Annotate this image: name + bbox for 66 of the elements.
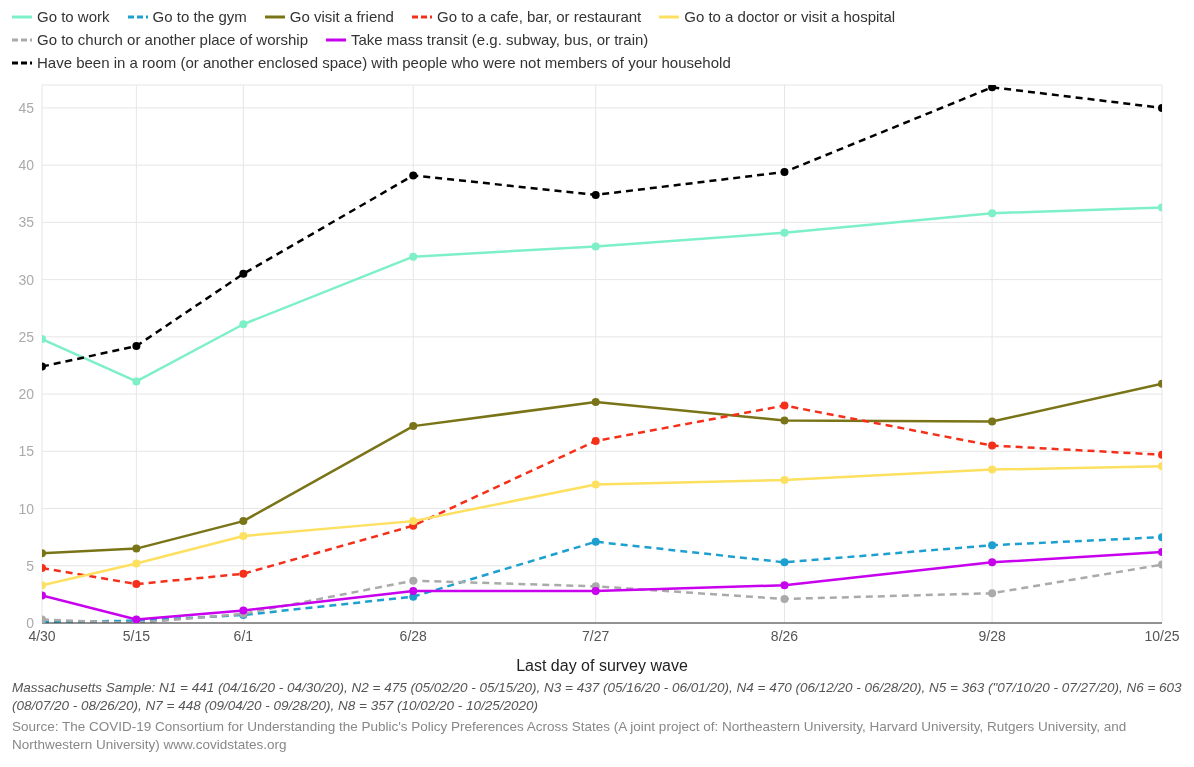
point (409, 422, 418, 431)
x-tick-label: 7/27 (582, 627, 610, 644)
point (780, 168, 789, 176)
legend-label: Go to a cafe, bar, or restaurant (436, 8, 642, 25)
point (239, 569, 248, 578)
y-tick-label: 35 (18, 214, 35, 231)
point (591, 537, 600, 546)
legend-label: Go to work (37, 8, 110, 25)
point (591, 190, 600, 199)
legend-label: Have been in a room (or another enclosed space) with people who were not members of your household (37, 54, 731, 71)
point (988, 441, 997, 450)
legend-label: Go to the gym (152, 8, 247, 25)
point (409, 586, 418, 595)
source-note: Source: The COVID-19 Consortium for Understanding the Public's Policy Preferences Across States (A joint project of: Northeastern University, Harvard University, Rutgers University, and Northwestern University) www.covidstates.org (12, 718, 1128, 754)
point (591, 437, 600, 445)
legend-label: Go visit a friend (289, 8, 394, 25)
legend-label: Go to church or another place of worship (37, 31, 308, 48)
point (591, 586, 600, 595)
point (988, 558, 997, 567)
y-tick-label: 40 (18, 157, 35, 174)
point (780, 594, 789, 603)
point (239, 517, 248, 526)
point (591, 480, 600, 489)
point (988, 85, 997, 92)
point (409, 576, 418, 585)
point (239, 532, 248, 540)
x-tick-label: 8/26 (770, 627, 799, 644)
point (409, 252, 418, 261)
y-tick-label: 15 (18, 443, 35, 460)
x-tick-label: 10/25 (1144, 627, 1180, 644)
x-tick-label: 9/28 (978, 627, 1006, 644)
point (780, 416, 789, 425)
y-tick-label: 20 (18, 386, 35, 403)
point (239, 269, 248, 278)
point (988, 209, 997, 218)
point (239, 320, 248, 329)
x-tick-label: 5/15 (122, 627, 151, 644)
legend-label: Go to a doctor or visit a hospital (684, 8, 896, 25)
point (132, 559, 141, 568)
point (988, 417, 997, 426)
text: Massachusetts Sample: N1 = 441 (04/16/20 - 04/30/20), N2 = 475 (05/02/20 - 05/15/20), N3 = 437 (05/16/20 - 06/01/20), N4 = 470 (06/12/20 - 06/28/20), N5 = 363 ("07/10/20 - 07/27/20), N6 = 603 (08/07/20 - 08/26/20), N7 = 448 (09/04/20 - 09/28/20), N8 = 357 (10/02/20 - 10/25/2020) (12, 679, 1182, 715)
point (988, 465, 997, 474)
point (132, 544, 141, 553)
y-tick-label: 5 (26, 557, 35, 574)
point (988, 589, 997, 598)
point (132, 580, 141, 589)
y-tick-label: 30 (18, 271, 35, 288)
point (591, 398, 600, 407)
point (780, 581, 789, 590)
point (132, 341, 141, 350)
y-tick-label: 45 (18, 99, 35, 116)
point (780, 228, 789, 237)
point (591, 242, 600, 251)
x-axis-title: Last day of survey wave (516, 657, 688, 674)
point (780, 401, 789, 410)
point (988, 541, 997, 550)
point (409, 517, 418, 526)
x-tick-label: 6/28 (399, 627, 428, 644)
y-tick-label: 25 (18, 328, 35, 345)
point (780, 558, 789, 567)
point (780, 475, 789, 484)
x-tick-label: 6/1 (233, 627, 254, 644)
legend-label: Take mass transit (e.g. subway, bus, or train) (350, 31, 649, 48)
y-tick-label: 10 (18, 500, 35, 517)
point (132, 377, 141, 386)
point (409, 171, 418, 180)
